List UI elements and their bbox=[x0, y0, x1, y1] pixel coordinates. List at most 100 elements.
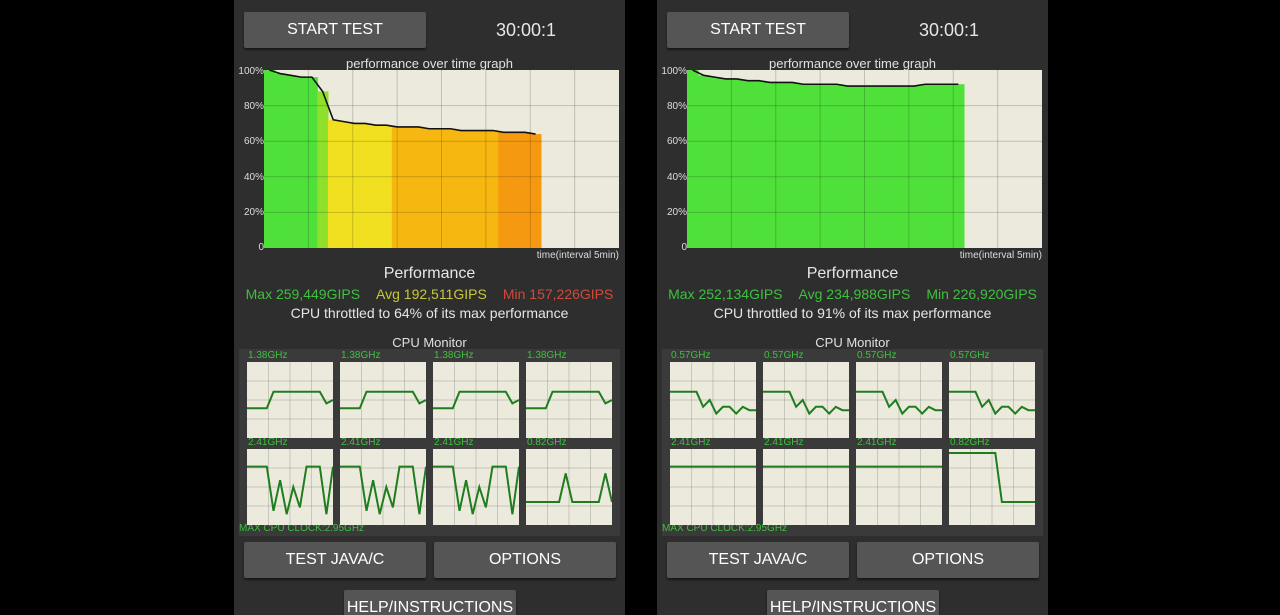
cpu-monitor-title: CPU Monitor bbox=[392, 335, 467, 350]
core-frequency-label: 2.41GHz bbox=[248, 437, 288, 448]
graph-title: performance over time graph bbox=[346, 56, 513, 71]
help-instructions-button[interactable]: HELP/INSTRUCTIONS bbox=[767, 590, 939, 615]
performance-bar bbox=[775, 82, 788, 248]
y-tick: 80% bbox=[666, 101, 687, 112]
performance-bar bbox=[402, 126, 414, 248]
performance-bar bbox=[295, 77, 308, 248]
core-frequency-label: 0.57GHz bbox=[671, 350, 711, 361]
throttle-text: CPU throttled to 64% of its max performa… bbox=[290, 305, 569, 321]
performance-bar bbox=[519, 132, 531, 248]
performance-bar bbox=[919, 84, 932, 248]
core-graph bbox=[670, 362, 756, 438]
performance-bar bbox=[349, 123, 361, 248]
core-frequency-label: 0.57GHz bbox=[950, 350, 990, 361]
y-tick: 0 bbox=[258, 242, 264, 253]
core-graph bbox=[340, 449, 426, 525]
performance-bar bbox=[264, 70, 276, 248]
core-frequency-line bbox=[763, 390, 849, 416]
core-graph bbox=[670, 449, 756, 525]
min-stat: Min 226,920GIPS bbox=[926, 286, 1037, 302]
performance-bar bbox=[498, 132, 510, 248]
performance-bar bbox=[930, 84, 943, 248]
start-test-button[interactable]: START TEST bbox=[667, 12, 849, 48]
core-frequency-label: 1.38GHz bbox=[341, 350, 381, 361]
core-graph bbox=[247, 362, 333, 438]
core-frequency-line bbox=[526, 390, 612, 410]
y-tick: 80% bbox=[243, 101, 264, 112]
time-axis-label: time(interval 5min) bbox=[536, 250, 619, 261]
core-frequency-label: 0.57GHz bbox=[764, 350, 804, 361]
core-frequency-label: 2.41GHz bbox=[671, 437, 711, 448]
performance-bar bbox=[875, 86, 887, 248]
max-cpu-clock: MAX CPU CLOCK:2.95GHz bbox=[239, 523, 365, 534]
performance-graph bbox=[264, 70, 619, 248]
performance-bar bbox=[285, 75, 297, 248]
core-frequency-line bbox=[949, 452, 1035, 503]
y-tick: 20% bbox=[666, 207, 687, 218]
performance-bar bbox=[530, 134, 542, 248]
performance-bar bbox=[808, 84, 821, 248]
start-test-button[interactable]: START TEST bbox=[244, 12, 426, 48]
performance-bar bbox=[434, 128, 446, 248]
performance-bar bbox=[764, 82, 777, 248]
core-graph bbox=[856, 449, 942, 525]
max-cpu-clock: MAX CPU CLOCK:2.95GHz bbox=[662, 523, 788, 534]
performance-bar bbox=[381, 125, 393, 248]
performance-title: Performance bbox=[383, 265, 476, 282]
core-frequency-line bbox=[247, 390, 333, 410]
test-java-c-button[interactable]: TEST JAVA/C bbox=[244, 542, 426, 578]
performance-bar bbox=[306, 77, 318, 248]
performance-bar bbox=[897, 86, 910, 248]
performance-bar bbox=[952, 84, 965, 248]
options-button[interactable]: OPTIONS bbox=[434, 542, 616, 578]
performance-bar bbox=[359, 123, 372, 248]
y-tick: 20% bbox=[243, 207, 264, 218]
y-tick: 40% bbox=[666, 172, 687, 183]
core-graph bbox=[856, 362, 942, 438]
performance-bar bbox=[886, 86, 899, 248]
test-java-c-button[interactable]: TEST JAVA/C bbox=[667, 542, 849, 578]
core-frequency-line bbox=[340, 390, 426, 410]
performance-bar bbox=[864, 86, 876, 248]
options-button[interactable]: OPTIONS bbox=[857, 542, 1039, 578]
help-instructions-button[interactable]: HELP/INSTRUCTIONS bbox=[344, 590, 516, 615]
core-frequency-label: 0.82GHz bbox=[527, 437, 567, 448]
y-tick: 60% bbox=[243, 136, 264, 147]
performance-bar bbox=[274, 73, 286, 248]
y-tick: 40% bbox=[243, 172, 264, 183]
core-frequency-line bbox=[670, 390, 756, 416]
performance-bar bbox=[391, 126, 404, 248]
performance-bar bbox=[455, 130, 467, 248]
avg-stat: Avg 234,988GIPS bbox=[798, 286, 911, 302]
performance-graph bbox=[687, 70, 1042, 248]
performance-bar bbox=[698, 75, 710, 248]
y-tick: 60% bbox=[666, 136, 687, 147]
min-stat: Min 157,226GIPS bbox=[502, 286, 614, 302]
performance-bar bbox=[370, 125, 382, 248]
performance-bar bbox=[445, 128, 457, 248]
performance-title: Performance bbox=[806, 265, 899, 282]
core-frequency-line bbox=[433, 390, 519, 410]
max-stat: Max 259,449GIPS bbox=[245, 286, 361, 302]
timer: 30:00:1 bbox=[919, 20, 980, 40]
core-graph bbox=[763, 449, 849, 525]
y-tick: 100% bbox=[238, 66, 264, 77]
core-frequency-line bbox=[526, 473, 612, 503]
performance-bar bbox=[317, 91, 329, 248]
phone-screen-left: START TEST 30:00:1 performance over time… bbox=[234, 0, 625, 615]
core-graph bbox=[949, 362, 1035, 438]
performance-bar bbox=[786, 82, 799, 248]
core-frequency-label: 2.41GHz bbox=[857, 437, 897, 448]
performance-bar bbox=[731, 78, 743, 248]
core-frequency-label: 0.82GHz bbox=[950, 437, 990, 448]
core-frequency-label: 1.38GHz bbox=[527, 350, 567, 361]
performance-graph-svg bbox=[687, 70, 1042, 248]
core-graph bbox=[763, 362, 849, 438]
max-stat: Max 252,134GIPS bbox=[668, 286, 783, 302]
performance-bar bbox=[508, 132, 521, 248]
performance-bar bbox=[477, 130, 489, 248]
performance-bar bbox=[487, 130, 499, 248]
timer: 30:00:1 bbox=[496, 20, 557, 40]
performance-line bbox=[692, 70, 959, 87]
cpu-monitor-panel: MAX CPU CLOCK:2.95GHz 1.38GHz 1.38GHz 1.38… bbox=[239, 349, 620, 536]
